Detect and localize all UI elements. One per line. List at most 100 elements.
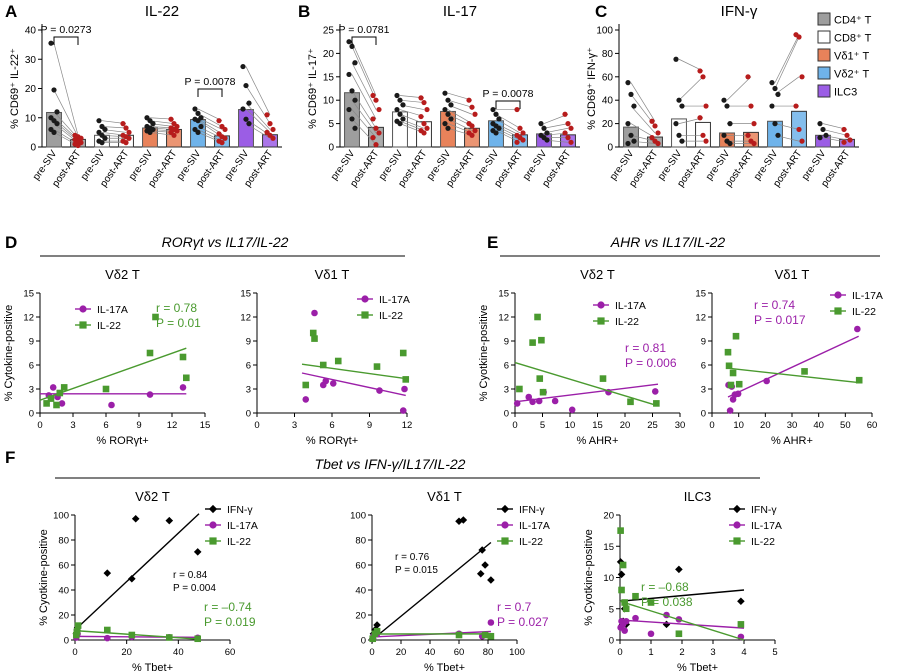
data-point (847, 137, 853, 143)
data-point (725, 362, 733, 370)
data-point (373, 627, 381, 635)
bar (839, 138, 855, 148)
p-value-label: P = 0.0078 (185, 76, 236, 88)
data-point (442, 90, 448, 96)
legend-marker (500, 504, 510, 514)
stat-annotation: r = –0.74 (204, 600, 252, 614)
y-tick-label: 9 (701, 337, 706, 348)
significance-bracket (53, 36, 79, 45)
data-point (448, 102, 454, 108)
x-tick-label: 3 (292, 420, 297, 431)
y-tick-label: 80 (58, 536, 69, 547)
data-point (622, 617, 630, 625)
data-point (565, 135, 571, 141)
data-point (131, 514, 140, 523)
pair-line (678, 76, 704, 101)
data-point (56, 389, 64, 397)
data-point (673, 56, 679, 62)
data-point (240, 106, 246, 112)
data-point (536, 375, 544, 382)
chart-title: Vδ1 T (775, 267, 810, 282)
data-point (400, 102, 406, 108)
y-tick-label: 0 (30, 143, 36, 154)
data-point (459, 516, 468, 524)
data-point (246, 121, 252, 127)
data-point (775, 132, 781, 138)
fit-line (619, 619, 745, 629)
stat-annotation: r = 0.7 (497, 600, 532, 614)
data-point (193, 548, 202, 556)
data-point (727, 381, 735, 389)
data-point (74, 622, 82, 629)
data-point (219, 140, 225, 146)
scatter-E1: Vδ2 T 0 3 6 9 12 15 0 5 10 15 20 25 30 % AHR+ % Cyotkin… (478, 267, 685, 447)
data-point (703, 138, 709, 144)
fit-line (619, 589, 745, 602)
data-point (487, 576, 495, 584)
legend-swatch (817, 12, 831, 26)
pair-line (351, 74, 377, 120)
legend-label: IL-22 (852, 306, 876, 318)
y-tick-label: 6 (504, 361, 509, 372)
legend-label: IL-17A (852, 290, 883, 302)
x-tick-label: 9 (367, 420, 372, 431)
x-tick-label: 0 (617, 647, 622, 658)
data-point (769, 80, 775, 86)
legend-swatch (817, 66, 831, 80)
data-point (622, 605, 630, 613)
data-point (72, 631, 80, 639)
data-point (376, 106, 382, 113)
y-tick-label: 5 (328, 119, 334, 130)
y-tick-label: 9 (246, 337, 251, 348)
data-point (652, 123, 658, 129)
y-tick-label: 0 (328, 143, 334, 154)
data-point (349, 88, 355, 94)
data-point (625, 80, 631, 86)
data-point (445, 97, 451, 103)
data-point (520, 130, 526, 136)
y-tick-label: 15 (498, 289, 509, 300)
data-point (841, 126, 847, 133)
pair-line (399, 113, 425, 124)
data-point (514, 139, 520, 145)
data-point (103, 626, 111, 634)
data-point (311, 309, 318, 317)
x-tick-label: 5 (540, 420, 545, 431)
data-point (421, 121, 427, 127)
data-point (373, 125, 379, 131)
data-point (421, 130, 427, 136)
data-point (649, 135, 655, 141)
data-point (43, 400, 50, 407)
data-point (732, 332, 740, 340)
data-point (47, 395, 55, 402)
x-tick-label: 20 (620, 420, 631, 431)
pair-line (197, 118, 223, 135)
data-point (529, 339, 536, 346)
y-tick-label: 80 (602, 49, 614, 60)
y-tick-label: 3 (29, 385, 34, 396)
data-point (103, 569, 112, 577)
chart-title: Vδ2 T (105, 267, 140, 282)
legend-marker (501, 537, 509, 545)
stat-annotation: P = 0.038 (641, 595, 693, 609)
x-tick-label: 4 (741, 647, 746, 658)
data-point (487, 632, 495, 640)
data-point (466, 97, 472, 103)
y-tick-label: 15 (240, 289, 251, 300)
x-axis-label: % Tbet+ (132, 662, 173, 672)
data-point (514, 106, 520, 113)
legend-swatch (817, 30, 831, 44)
pair-line (245, 102, 271, 130)
y-tick-label: 100 (53, 511, 69, 522)
x-tick-label: 0 (254, 420, 259, 431)
data-point (54, 109, 60, 115)
chart-title: Vδ1 T (315, 267, 350, 282)
data-point (796, 34, 802, 40)
y-tick-label: 20 (355, 611, 366, 622)
x-tick-label: 25 (647, 420, 658, 431)
data-point (724, 348, 732, 356)
scatter-F2: Vδ1 T 0 20 40 60 80 100 0 20 40 60 80 100 % Tbet+ IFN-… (350, 489, 550, 672)
data-point (222, 126, 228, 133)
data-point (376, 130, 382, 136)
y-tick-label: 0 (701, 409, 706, 420)
